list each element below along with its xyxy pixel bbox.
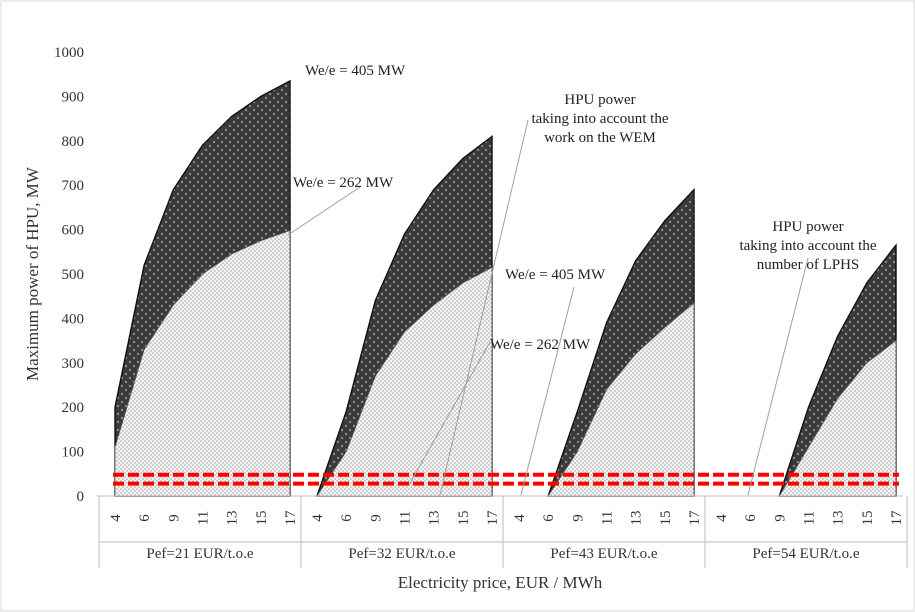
- x-tick-label: 17: [889, 510, 905, 526]
- annotation-text: We/e = 405 MW: [505, 267, 606, 283]
- y-tick-label: 800: [62, 134, 85, 150]
- y-axis-title: Maximum power of HPU, MW: [23, 166, 42, 381]
- x-tick-label: 9: [570, 514, 586, 522]
- lower-area-2: [316, 266, 493, 497]
- x-tick-label: 4: [512, 514, 528, 522]
- x-tick-label: 15: [254, 511, 270, 526]
- annotation-text: taking into account the: [531, 111, 668, 127]
- group-label: Pef=21 EUR/t.o.e: [146, 546, 254, 562]
- annotation-text: number of LPHS: [757, 257, 860, 273]
- x-tick-label: 17: [283, 510, 299, 526]
- x-tick-label: 4: [714, 514, 730, 522]
- y-tick-label: 1000: [54, 45, 84, 61]
- x-tick-label: 11: [398, 511, 414, 525]
- y-tick-label: 0: [77, 489, 85, 505]
- x-tick-label: 13: [225, 511, 241, 526]
- annotation-text: We/e = 262 MW: [490, 337, 591, 353]
- y-tick-label: 200: [62, 400, 85, 416]
- annotation-text: taking into account the: [739, 238, 876, 254]
- x-tick-label: 11: [802, 511, 818, 525]
- group-label: Pef=32 EUR/t.o.e: [348, 546, 456, 562]
- plot-area: 0 100 200 300 400 500 600 700 800 900 1000 Maximum …: [23, 45, 908, 592]
- x-tick-label: 6: [339, 514, 355, 522]
- x-tick-label: 15: [658, 511, 674, 526]
- y-tick-label: 600: [62, 223, 85, 239]
- group-label: Pef=43 EUR/t.o.e: [550, 546, 658, 562]
- x-tick-label: 4: [310, 514, 326, 522]
- annotation-text: HPU power: [772, 219, 843, 235]
- lower-area-1: [114, 229, 291, 497]
- annotation-leader-line: [520, 286, 575, 496]
- x-tick-label: 11: [600, 511, 616, 525]
- annotation-leader-line: [287, 186, 361, 236]
- y-tick-label: 100: [62, 445, 85, 461]
- x-tick-label: 9: [368, 514, 384, 522]
- x-tick-label: 13: [831, 511, 847, 526]
- y-tick-label: 400: [62, 311, 85, 327]
- x-tick-label: 9: [772, 514, 788, 522]
- group-label: Pef=54 EUR/t.o.e: [752, 546, 860, 562]
- x-tick-label: 17: [687, 510, 703, 526]
- x-tick-label: 11: [196, 511, 212, 525]
- x-tick-label: 4: [108, 514, 124, 522]
- annotation-leader-line: [408, 341, 491, 486]
- annotation-text: We/e = 262 MW: [293, 175, 394, 191]
- y-tick-label: 700: [62, 178, 85, 194]
- x-axis-title: Electricity price, EUR / MWh: [398, 573, 603, 592]
- annotation-text: We/e = 405 MW: [305, 63, 406, 79]
- annotation-text: work on the WEM: [544, 130, 656, 146]
- lower-area-3: [547, 302, 695, 497]
- annotation-leader-line: [439, 119, 529, 496]
- x-tick-label: 9: [166, 514, 182, 522]
- x-tick-label: 15: [860, 511, 876, 526]
- x-tick-label: 6: [137, 514, 153, 522]
- y-tick-label: 300: [62, 356, 85, 372]
- x-tick-label: 13: [629, 511, 645, 526]
- x-tick-label: 17: [485, 510, 501, 526]
- x-tick-label: 6: [743, 514, 759, 522]
- annotation-text: HPU power: [564, 92, 635, 108]
- x-tick-label: 6: [541, 514, 557, 522]
- x-tick-label: 13: [427, 511, 443, 526]
- y-tick-label: 500: [62, 267, 85, 283]
- x-tick-label: 15: [456, 511, 472, 526]
- y-tick-label: 900: [62, 89, 85, 105]
- annotation-leader-line: [747, 257, 809, 496]
